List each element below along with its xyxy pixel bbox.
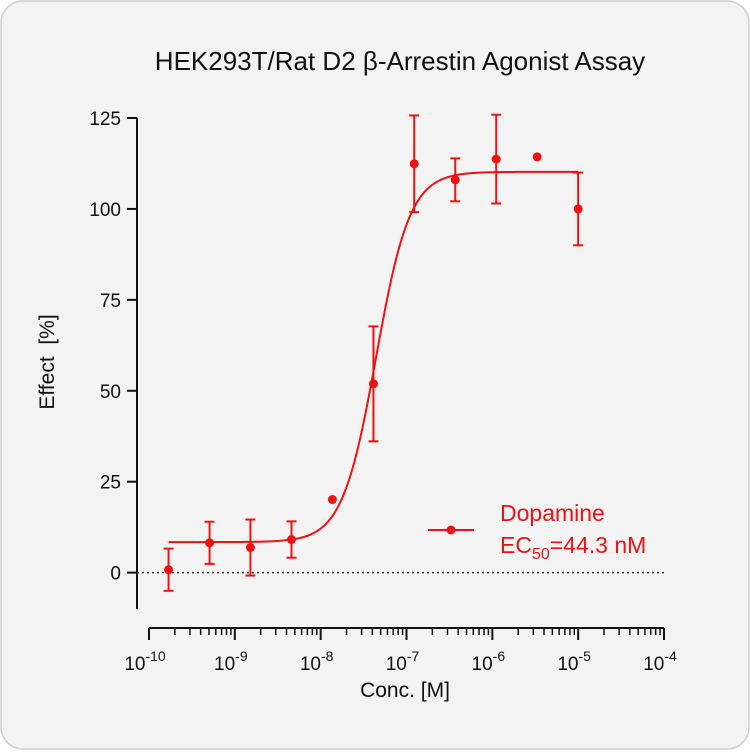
data-point: [573, 204, 583, 214]
y-tick-label: 50: [100, 382, 121, 403]
tick-base: 10: [643, 654, 664, 675]
x-tick-label: 10-5: [557, 648, 591, 675]
tick-base: 10: [214, 654, 235, 675]
y-tick-label: 25: [100, 473, 121, 494]
legend-marker: [446, 525, 456, 535]
data-point: [205, 538, 215, 548]
legend-label: Dopamine: [500, 500, 605, 526]
ec50-text: =44.3 nM: [550, 532, 647, 558]
ec50-prefix: EC: [500, 532, 532, 558]
x-tick-label: 10-9: [214, 648, 248, 675]
y-tick-label: 0: [110, 564, 121, 585]
tick-exponent: -9: [235, 648, 248, 664]
data-point: [450, 175, 460, 185]
data-point: [327, 495, 337, 505]
tick-base: 10: [124, 654, 145, 675]
tick-exponent: -10: [145, 648, 165, 664]
chart-title: HEK293T/Rat D2 β-Arrestin Agonist Assay: [155, 46, 645, 76]
tick-exponent: -8: [321, 648, 334, 664]
x-tick-label: 10-7: [386, 648, 420, 675]
data-point: [491, 154, 501, 164]
y-tick-label: 100: [89, 200, 121, 221]
tick-base: 10: [557, 654, 578, 675]
data-point: [532, 152, 542, 162]
x-tick-label: 10-10: [124, 648, 166, 675]
tick-exponent: -7: [407, 648, 420, 664]
tick-base: 10: [472, 654, 493, 675]
tick-base: 10: [300, 654, 321, 675]
data-point: [245, 543, 255, 553]
ec50-annotation: EC50=44.3 nM: [500, 532, 646, 563]
x-tick-label: 10-6: [472, 648, 506, 675]
tick-exponent: -6: [493, 648, 506, 664]
data-point: [286, 535, 296, 545]
y-tick-label: 125: [89, 109, 121, 130]
y-axis-label: Effect [%]: [36, 314, 59, 409]
tick-base: 10: [386, 654, 407, 675]
ec50-sub: 50: [532, 546, 550, 563]
x-tick-label: 10-4: [643, 648, 677, 675]
data-point: [368, 379, 378, 389]
data-point: [409, 159, 419, 169]
y-tick-label: 75: [100, 291, 121, 312]
tick-exponent: -4: [664, 648, 677, 664]
tick-exponent: -5: [579, 648, 592, 664]
x-tick-label: 10-8: [300, 648, 334, 675]
x-axis-label: Conc. [M]: [360, 679, 450, 702]
data-point: [164, 565, 174, 575]
